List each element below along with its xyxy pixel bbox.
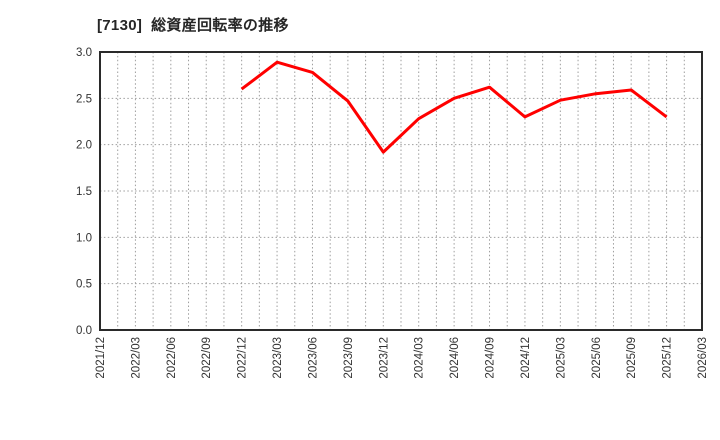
svg-text:1.0: 1.0 xyxy=(76,232,92,244)
svg-text:2024/03: 2024/03 xyxy=(414,337,426,379)
svg-text:2.0: 2.0 xyxy=(76,140,92,152)
svg-text:2024/06: 2024/06 xyxy=(449,337,461,379)
svg-text:2022/12: 2022/12 xyxy=(237,337,249,379)
svg-text:2022/03: 2022/03 xyxy=(130,337,142,379)
svg-text:2025/03: 2025/03 xyxy=(555,337,567,379)
horizontal-gridlines xyxy=(100,97,702,285)
svg-text:2025/06: 2025/06 xyxy=(591,337,603,379)
svg-text:0.5: 0.5 xyxy=(76,279,92,291)
svg-text:2.5: 2.5 xyxy=(76,93,92,105)
svg-text:2023/12: 2023/12 xyxy=(378,337,390,379)
svg-text:0.0: 0.0 xyxy=(76,325,92,337)
svg-text:2024/12: 2024/12 xyxy=(520,337,532,379)
svg-text:2025/09: 2025/09 xyxy=(626,337,638,379)
svg-text:2025/12: 2025/12 xyxy=(662,337,674,379)
y-axis-tick-labels: 0.0 0.5 1.0 1.5 2.0 2.5 3.0 xyxy=(76,47,92,337)
chart-title: [7130] 総資産回転率の推移 xyxy=(97,17,289,34)
svg-text:2026/03: 2026/03 xyxy=(697,337,709,379)
plot-frame xyxy=(99,51,703,331)
svg-text:1.5: 1.5 xyxy=(76,186,92,198)
svg-text:2021/12: 2021/12 xyxy=(95,337,107,379)
svg-text:3.0: 3.0 xyxy=(76,47,92,59)
svg-text:2022/06: 2022/06 xyxy=(166,337,178,379)
svg-text:2024/09: 2024/09 xyxy=(485,337,497,379)
svg-text:2023/03: 2023/03 xyxy=(272,337,284,379)
x-axis-tick-labels: 2021/12 2022/03 2022/06 2022/09 2022/12 2023/… xyxy=(95,337,709,379)
data-series-line xyxy=(240,60,668,154)
svg-text:2023/09: 2023/09 xyxy=(343,337,355,379)
svg-text:2022/09: 2022/09 xyxy=(201,337,213,379)
svg-text:2023/06: 2023/06 xyxy=(307,337,319,379)
